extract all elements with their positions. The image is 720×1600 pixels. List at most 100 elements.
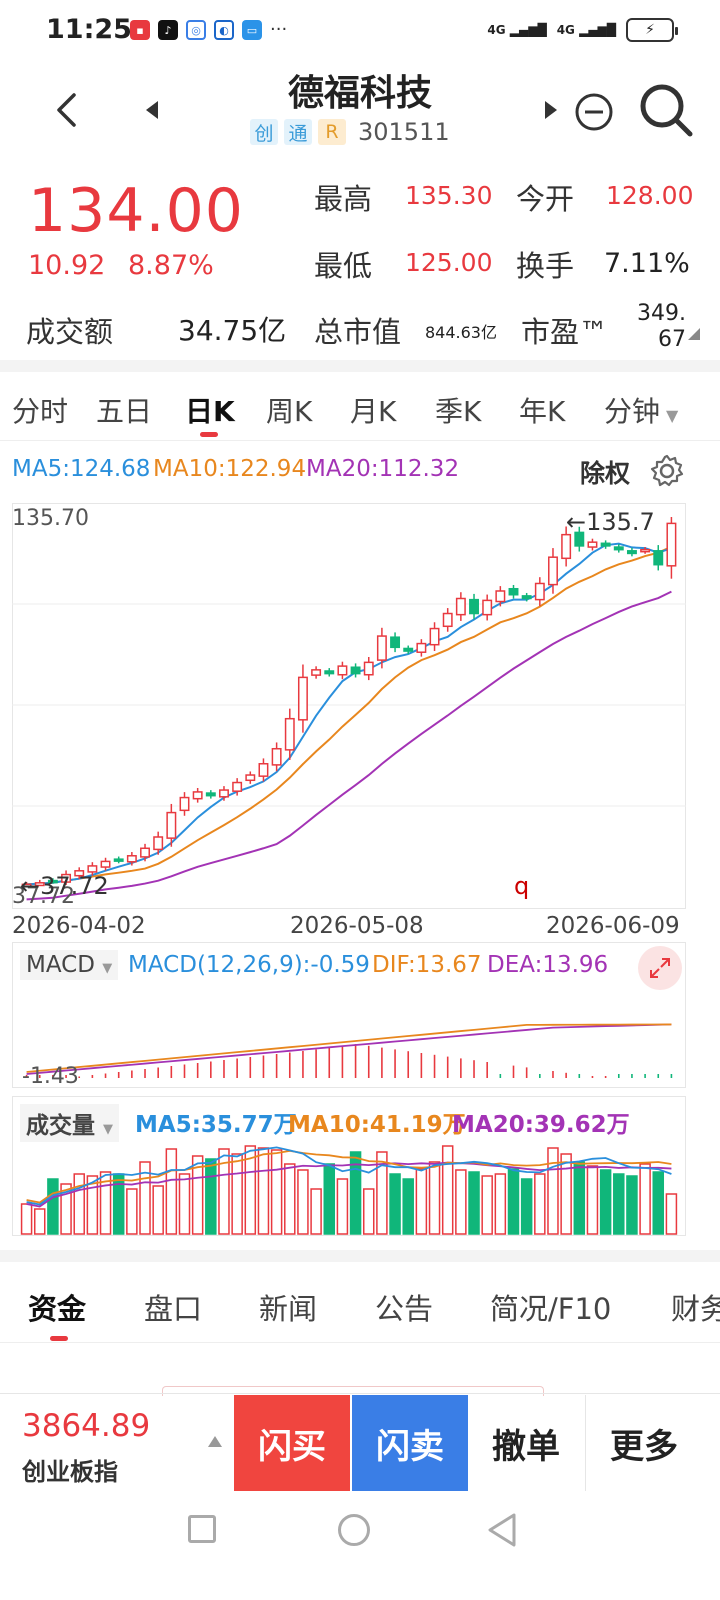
candle-body — [192, 791, 203, 800]
candle-body — [442, 612, 453, 628]
macd-indicator-select[interactable]: MACD ▼ — [20, 950, 119, 980]
expand-chart-button[interactable] — [638, 946, 682, 990]
volume-bar — [626, 1175, 638, 1235]
candle-body — [337, 665, 348, 676]
volume-bar — [441, 1145, 454, 1235]
more-button[interactable]: 更多 — [610, 1426, 678, 1467]
low-value: 125.00 — [405, 248, 493, 277]
pe-label: 市盈™ — [521, 315, 609, 349]
remove-watchlist-icon[interactable] — [574, 92, 614, 132]
pe-value: 349. 67 — [636, 301, 686, 353]
divider — [585, 1395, 586, 1491]
tab-five-day[interactable]: 五日 — [96, 395, 153, 428]
tab-financials[interactable]: 财务 — [671, 1286, 720, 1326]
tiktok-icon: ♪ — [158, 20, 178, 40]
candle-body — [284, 717, 295, 751]
back-nav-icon[interactable] — [486, 1512, 518, 1548]
volume-bar — [586, 1165, 599, 1235]
volume-bar — [389, 1173, 401, 1235]
quick-sell-button[interactable]: 闪卖 — [352, 1395, 468, 1491]
turnover-value: 7.11% — [604, 248, 690, 279]
date-label-start: 2026-04-02 — [12, 913, 146, 939]
volume-bar — [165, 1148, 178, 1235]
ma5-line — [26, 542, 672, 886]
tab-announcements[interactable]: 公告 — [375, 1292, 434, 1326]
candle-body — [640, 548, 651, 553]
adjust-toggle[interactable]: 除权 — [580, 459, 631, 488]
tab-profile-f10[interactable]: 简况/F10 — [490, 1292, 612, 1326]
previous-stock-icon[interactable] — [146, 101, 158, 119]
candle-body — [61, 873, 72, 883]
macd-panel[interactable] — [12, 942, 686, 1088]
max-marker: ←135.7 — [566, 508, 655, 536]
cancel-order-button[interactable]: 撤单 — [492, 1426, 560, 1467]
candle-body — [21, 883, 32, 888]
volume-bar — [362, 1188, 375, 1235]
mktcap-value: 844.63亿 — [425, 323, 497, 342]
recents-nav-icon[interactable] — [188, 1515, 216, 1543]
index-value[interactable]: 3864.89 — [22, 1408, 151, 1444]
next-stock-icon[interactable] — [545, 101, 557, 119]
settings-gear-icon[interactable] — [650, 454, 684, 488]
stock-tags: 创 通 R 301511 — [250, 118, 450, 146]
volume-bar — [86, 1175, 99, 1235]
candlestick-chart[interactable] — [12, 503, 686, 909]
volume-indicator-select[interactable]: 成交量 ▼ — [20, 1104, 120, 1142]
candle-body — [376, 635, 387, 661]
tab-financials-label: 财务 — [671, 1292, 720, 1326]
price-change: 10.92 — [28, 250, 106, 281]
date-label-end: 2026-06-09 — [546, 913, 680, 939]
home-nav-icon[interactable] — [338, 1514, 370, 1546]
price-change-pct: 8.87% — [128, 250, 214, 281]
last-price: 134.00 — [28, 176, 244, 246]
vol-ma20: MA20:39.62万 — [452, 1112, 630, 1138]
vol-ma5: MA5:35.77万 — [135, 1112, 297, 1138]
segment-control[interactable] — [162, 1386, 544, 1396]
dea-value: DEA:13.96 — [487, 952, 609, 978]
chevron-down-icon: ▼ — [102, 961, 113, 976]
candle-body — [521, 595, 532, 600]
candle-body — [258, 763, 269, 777]
mktcap-label: 总市值 — [314, 315, 402, 349]
vol-ma10-line — [26, 1149, 672, 1204]
tab-minute[interactable]: 分钟 ▼ — [604, 390, 678, 430]
divider — [0, 1342, 720, 1343]
expand-corner-icon[interactable] — [688, 328, 700, 340]
active-tab-indicator — [50, 1336, 68, 1341]
tab-monthly-k[interactable]: 月K — [350, 395, 397, 428]
tab-intraday[interactable]: 分时 — [12, 395, 69, 428]
tab-quarterly-k[interactable]: 季K — [435, 395, 482, 428]
quick-buy-button[interactable]: 闪买 — [234, 1395, 350, 1491]
candle-body — [245, 774, 256, 782]
message-icon: ▭ — [242, 20, 262, 40]
ma20-legend: MA20:112.32 — [306, 456, 460, 482]
expand-up-icon[interactable] — [208, 1436, 222, 1447]
tab-yearly-k[interactable]: 年K — [519, 395, 566, 428]
volume-bar — [336, 1178, 349, 1235]
volume-bar — [547, 1147, 559, 1235]
candle-body — [47, 879, 58, 884]
volume-bar — [415, 1168, 428, 1235]
back-arrow-icon[interactable] — [54, 92, 80, 128]
vol-ma20-line — [26, 1161, 672, 1208]
stock-code: 301511 — [358, 118, 450, 146]
chinext-tag: 创 — [250, 119, 278, 145]
volume-bar — [126, 1188, 138, 1235]
bank-notification-icon: ◐ — [214, 20, 234, 40]
high-label: 最高 — [314, 182, 373, 216]
tab-weekly-k[interactable]: 周K — [266, 395, 313, 428]
candle-body — [574, 531, 585, 547]
tab-funds[interactable]: 资金 — [28, 1292, 87, 1326]
status-right: 4G ▂▄▆█ 4G ▂▄▆█ ⚡ — [487, 18, 678, 42]
volume-bar — [205, 1158, 217, 1235]
tab-orderbook[interactable]: 盘口 — [144, 1292, 203, 1326]
active-tab-indicator — [200, 432, 218, 437]
candle-body — [600, 542, 611, 547]
candle-body — [363, 661, 374, 676]
tab-daily-k[interactable]: 日K — [185, 395, 235, 428]
index-name[interactable]: 创业板指 — [22, 1458, 118, 1486]
search-icon[interactable] — [638, 82, 694, 138]
tab-news[interactable]: 新闻 — [259, 1292, 318, 1326]
volume-panel[interactable] — [12, 1096, 686, 1236]
volume-bar — [231, 1153, 243, 1235]
